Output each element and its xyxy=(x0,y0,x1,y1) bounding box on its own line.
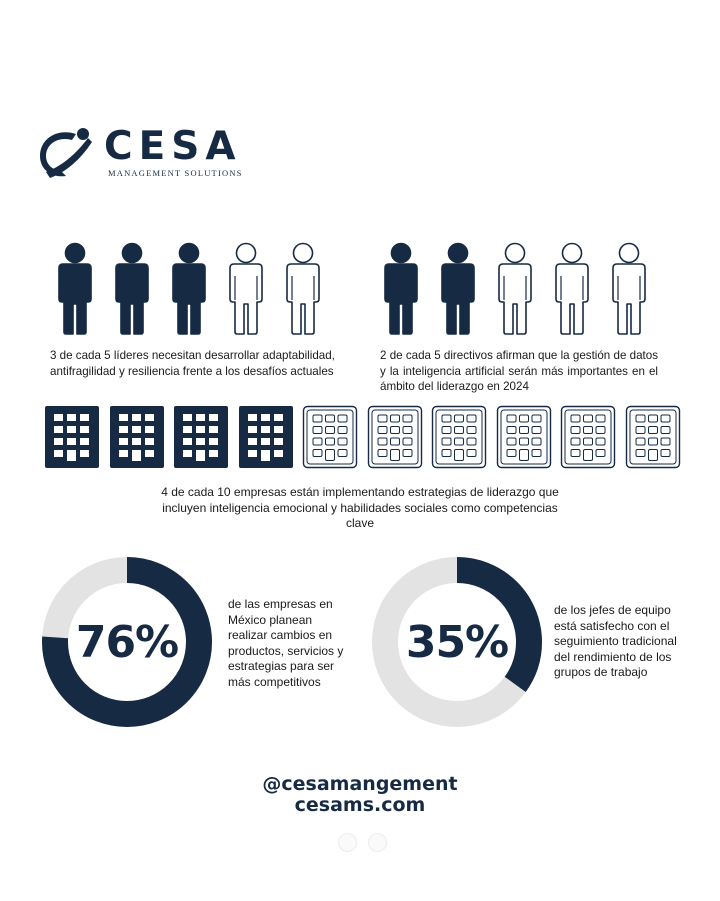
logo-tagline: Management Solutions xyxy=(108,168,243,178)
companies-pictogram xyxy=(44,405,681,469)
person-outline-icon xyxy=(543,242,600,338)
donut-2-svg xyxy=(372,557,542,727)
donut-1-description: de las empresas en México planean realiz… xyxy=(228,597,344,689)
person-outline-icon xyxy=(600,242,657,338)
directors-stat-text: 2 de cada 5 directivos afirman que la ge… xyxy=(380,349,658,393)
person-filled-icon xyxy=(46,242,103,338)
building-filled-icon xyxy=(44,405,100,469)
person-outline-icon xyxy=(217,242,274,338)
pagination-dot[interactable] xyxy=(338,833,357,852)
building-outline-icon xyxy=(560,405,616,469)
logo-wordmark: CESA xyxy=(104,124,242,169)
person-filled-icon xyxy=(372,242,429,338)
building-filled-icon xyxy=(109,405,165,469)
building-filled-icon xyxy=(238,405,294,469)
social-handle: @cesamangement xyxy=(262,773,458,795)
leaders-pictogram xyxy=(46,242,331,338)
donut-1-arc xyxy=(42,557,212,727)
leaders-stat-text: 3 de cada 5 líderes necesitan desarrolla… xyxy=(50,349,335,378)
donut-1-svg xyxy=(42,557,212,727)
building-outline-icon xyxy=(302,405,358,469)
donut-chart-team-leads: 35% xyxy=(372,557,542,727)
person-outline-icon xyxy=(274,242,331,338)
donut-2-description: de los jefes de equipo está satisfecho c… xyxy=(554,603,677,679)
website-link[interactable]: cesams.com xyxy=(294,794,426,816)
building-filled-icon xyxy=(173,405,229,469)
person-outline-icon xyxy=(486,242,543,338)
donut-2-arc xyxy=(372,557,542,727)
directors-pictogram xyxy=(372,242,657,338)
companies-stat-text: 4 de cada 10 empresas están implementand… xyxy=(161,485,559,530)
carousel-pagination xyxy=(338,833,387,852)
person-filled-icon xyxy=(429,242,486,338)
donut-1-value: 76% xyxy=(75,616,179,668)
building-outline-icon xyxy=(367,405,423,469)
building-outline-icon xyxy=(496,405,552,469)
pagination-dot[interactable] xyxy=(368,833,387,852)
building-outline-icon xyxy=(431,405,487,469)
brand-logo: CESA Management Solutions xyxy=(36,124,256,184)
building-outline-icon xyxy=(625,405,681,469)
person-filled-icon xyxy=(160,242,217,338)
person-filled-icon xyxy=(103,242,160,338)
donut-chart-companies-change: 76% xyxy=(42,557,212,727)
cesa-logo-icon xyxy=(40,128,92,178)
donut-2-value: 35% xyxy=(405,616,509,668)
